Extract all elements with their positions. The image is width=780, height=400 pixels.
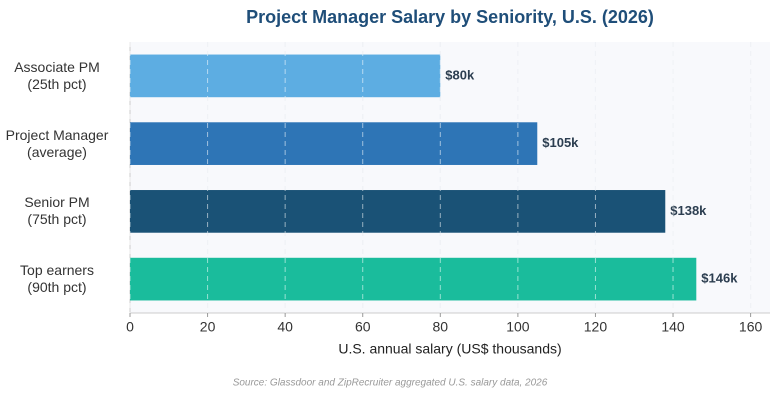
x-axis-label: U.S. annual salary (US$ thousands) [338,341,561,357]
x-tick-label: 80 [433,319,449,335]
y-tick-label: Senior PM (75th pct) [24,194,90,228]
x-tick-label: 60 [355,319,371,335]
x-tick-label: 120 [584,319,608,335]
y-tick-label: Top earners (90th pct) [20,262,94,296]
bar [130,257,697,301]
value-label: $80k [445,67,475,82]
x-tick-label: 20 [200,319,216,335]
x-tick-label: 0 [126,319,134,335]
x-tick-label: 160 [739,319,763,335]
y-tick-label: Associate PM (25th pct) [14,58,100,92]
x-tick-label: 40 [277,319,293,335]
value-label: $146k [701,271,738,286]
x-tick-label: 140 [661,319,685,335]
y-tick-label: Project Manager (average) [5,126,109,160]
value-label: $138k [670,203,707,218]
x-tick-label: 100 [506,319,530,335]
source-note: Source: Glassdoor and ZipRecruiter aggre… [233,378,548,389]
value-label: $105k [542,135,579,150]
bar [130,190,666,233]
bar [130,122,538,165]
chart-title: Project Manager Salary by Seniority, U.S… [246,7,654,27]
